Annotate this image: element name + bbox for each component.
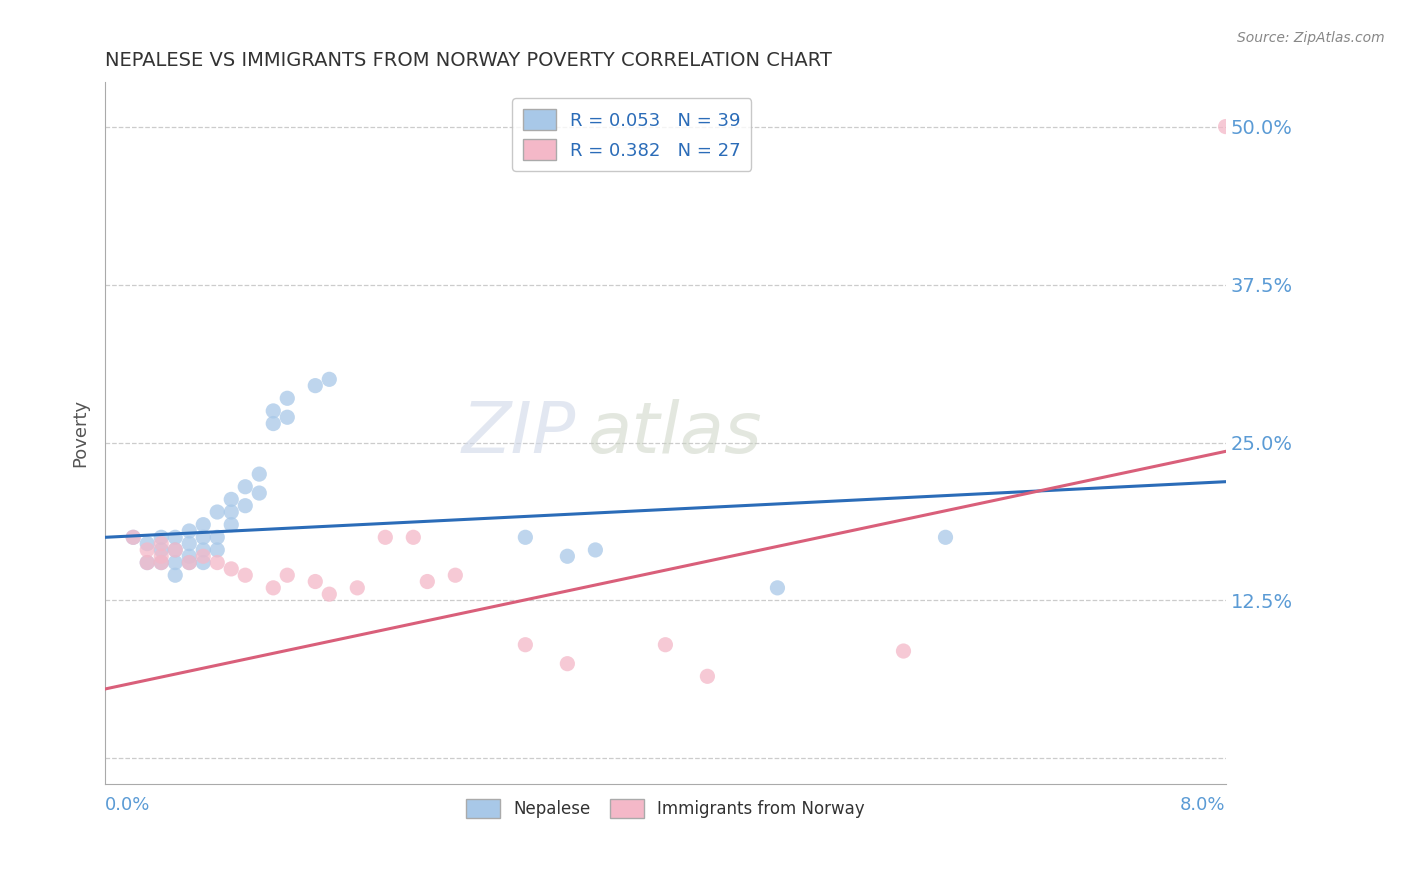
Point (150, 536, 173, 550)
Point (233, 480, 256, 494)
Point (893, 644, 915, 658)
Text: 8.0%: 8.0% (1180, 797, 1226, 814)
Point (207, 556, 229, 570)
Point (934, 530, 956, 544)
Text: atlas: atlas (586, 399, 762, 467)
Point (136, 536, 159, 550)
Point (304, 378, 326, 392)
Point (150, 530, 173, 544)
Point (262, 404, 284, 418)
Point (193, 517, 215, 532)
Point (136, 556, 159, 570)
Point (122, 530, 145, 544)
Point (165, 530, 187, 544)
Point (416, 574, 439, 589)
Point (179, 524, 201, 538)
Y-axis label: Poverty: Poverty (72, 399, 89, 467)
Point (233, 568, 256, 582)
Point (276, 568, 298, 582)
Point (276, 410, 298, 425)
Point (247, 486, 270, 500)
Point (219, 562, 242, 576)
Point (654, 638, 676, 652)
Point (444, 568, 467, 582)
Point (193, 530, 215, 544)
Legend: Nepalese, Immigrants from Norway: Nepalese, Immigrants from Norway (460, 792, 872, 824)
Point (557, 549, 579, 564)
Point (233, 499, 256, 513)
Point (276, 392, 298, 406)
Point (165, 543, 187, 558)
Point (583, 543, 606, 558)
Point (219, 517, 242, 532)
Point (262, 417, 284, 431)
Point (304, 574, 326, 589)
Point (179, 556, 201, 570)
Point (1215, 120, 1237, 134)
Point (346, 581, 368, 595)
Point (165, 556, 187, 570)
Point (515, 530, 537, 544)
Point (696, 669, 718, 683)
Point (150, 549, 173, 564)
Point (193, 556, 215, 570)
Point (318, 587, 340, 601)
Point (136, 556, 159, 570)
Text: NEPALESE VS IMMIGRANTS FROM NORWAY POVERTY CORRELATION CHART: NEPALESE VS IMMIGRANTS FROM NORWAY POVER… (105, 51, 832, 70)
Point (136, 543, 159, 558)
Text: 0.0%: 0.0% (105, 797, 150, 814)
Point (193, 543, 215, 558)
Point (219, 492, 242, 507)
Point (207, 530, 229, 544)
Point (193, 549, 215, 564)
Point (207, 505, 229, 519)
Point (318, 372, 340, 386)
Point (179, 536, 201, 550)
Point (402, 530, 425, 544)
Point (179, 549, 201, 564)
Point (179, 556, 201, 570)
Point (766, 581, 789, 595)
Point (150, 543, 173, 558)
Point (150, 556, 173, 570)
Point (219, 505, 242, 519)
Point (557, 657, 579, 671)
Point (150, 556, 173, 570)
Point (165, 543, 187, 558)
Point (262, 581, 284, 595)
Text: Source: ZipAtlas.com: Source: ZipAtlas.com (1237, 31, 1385, 45)
Point (165, 568, 187, 582)
Point (207, 543, 229, 558)
Point (247, 467, 270, 482)
Text: ZIP: ZIP (461, 399, 576, 467)
Point (122, 530, 145, 544)
Point (374, 530, 396, 544)
Point (515, 638, 537, 652)
